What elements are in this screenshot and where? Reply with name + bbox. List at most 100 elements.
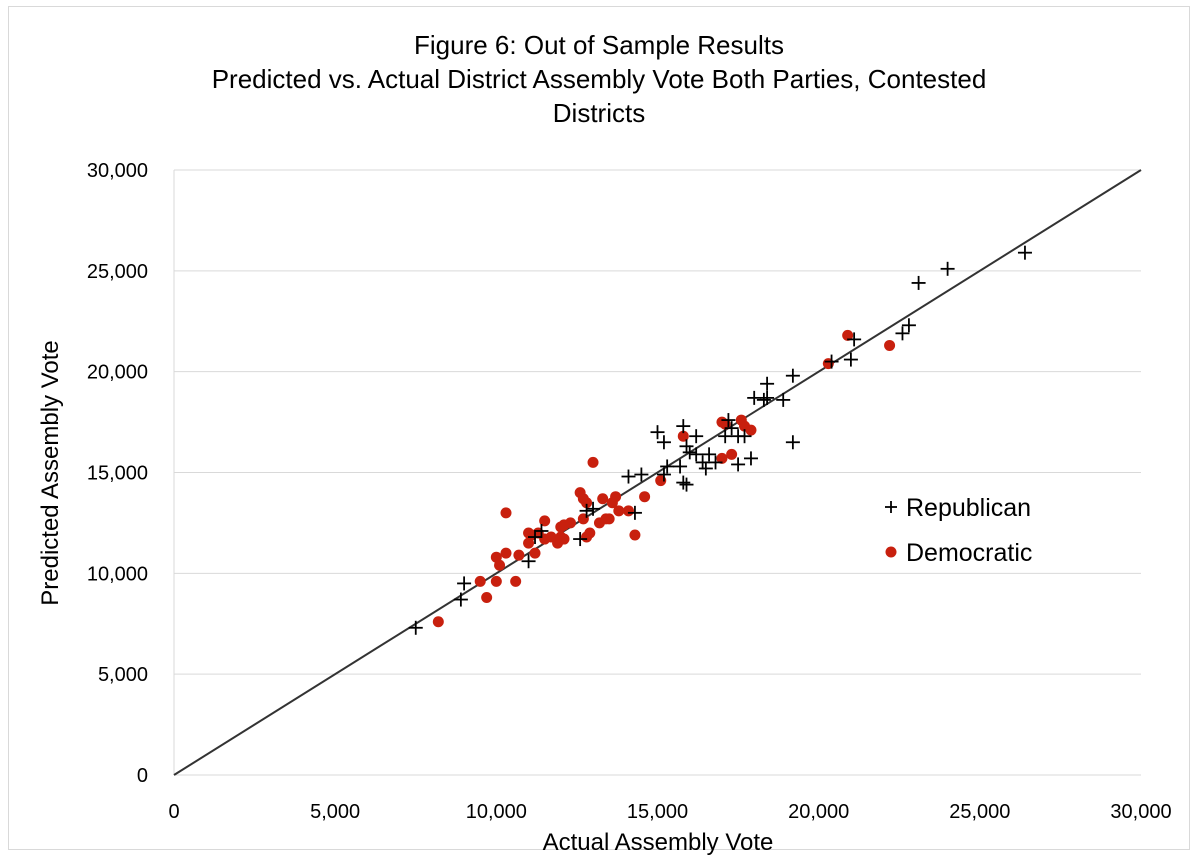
- y-tick-label: 5,000: [98, 664, 148, 686]
- legend-marker-dot-icon: [885, 546, 897, 558]
- legend-item-democratic: Democratic: [885, 539, 1032, 567]
- x-axis-title: Actual Assembly Vote: [543, 829, 774, 856]
- y-tick-label: 0: [137, 765, 148, 787]
- republican-point: [457, 576, 472, 591]
- x-tick-label: 10,000: [466, 801, 527, 823]
- republican-point: [776, 392, 791, 407]
- republican-point: [682, 445, 697, 460]
- republican-point: [534, 523, 549, 538]
- republican-point: [408, 620, 423, 635]
- republican-point: [760, 390, 775, 405]
- democratic-point: [629, 529, 641, 541]
- x-tick-label: 5,000: [310, 801, 360, 823]
- x-tick-label: 25,000: [949, 801, 1010, 823]
- democratic-point: [610, 491, 622, 503]
- democratic-point: [884, 339, 896, 351]
- y-tick-label: 10,000: [87, 563, 148, 585]
- republican-point: [760, 376, 775, 391]
- democratic-point: [613, 505, 625, 517]
- legend-item-republican: Republican: [885, 494, 1031, 522]
- republican-point: [586, 501, 601, 516]
- x-tick-label: 15,000: [627, 801, 688, 823]
- democratic-point: [432, 616, 444, 628]
- republican-point: [621, 469, 636, 484]
- democratic-point: [745, 424, 757, 436]
- y-tick-label: 15,000: [87, 463, 148, 485]
- republican-point: [689, 429, 704, 444]
- democratic-point: [513, 549, 525, 561]
- democratic-point: [500, 547, 512, 559]
- republican-point: [824, 354, 839, 369]
- chart-title: Figure 6: Out of Sample Results: [414, 30, 784, 60]
- republican-point: [634, 467, 649, 482]
- republican-point: [747, 390, 762, 405]
- republican-point: [679, 439, 694, 454]
- republican-point: [901, 318, 916, 333]
- democratic-point: [481, 592, 493, 604]
- democratic-point: [510, 575, 522, 587]
- democratic-point: [639, 491, 651, 503]
- republican-point: [895, 326, 910, 341]
- legend-plus-marker: [885, 501, 897, 513]
- republican-point: [521, 554, 536, 569]
- democratic-point: [716, 452, 728, 464]
- democratic-point: [726, 448, 738, 460]
- gridlines: [174, 169, 1141, 675]
- republican-point: [708, 455, 723, 470]
- x-tick-label: 20,000: [788, 801, 849, 823]
- reference-line: [173, 169, 1142, 776]
- republican-point: [656, 435, 671, 450]
- legend-label-republican: Republican: [906, 494, 1031, 522]
- democratic-point: [529, 547, 541, 559]
- republican-point: [911, 275, 926, 290]
- reference-line-y-equals-x: [173, 169, 1142, 776]
- democratic-point: [587, 456, 599, 468]
- x-tick-label: 30,000: [1110, 801, 1171, 823]
- democratic-point: [597, 493, 609, 505]
- republican-point: [676, 475, 691, 490]
- republican-point: [721, 413, 736, 428]
- legend-dot-marker: [885, 546, 897, 558]
- legend-label-democratic: Democratic: [906, 539, 1032, 567]
- republican-point: [785, 368, 800, 383]
- democratic-point: [581, 497, 593, 509]
- republican-point: [679, 477, 694, 492]
- republican-point: [847, 332, 862, 347]
- democratic-point: [474, 575, 486, 587]
- republican-point: [737, 429, 752, 444]
- chart-frame: [8, 6, 1190, 850]
- tick-labels: 0 5,000 10,000 15,000 20,000 25,000 30,000 0 5,0…: [87, 160, 1172, 823]
- republican-point: [579, 503, 594, 518]
- y-tick-label: 30,000: [87, 160, 148, 182]
- democratic-point: [490, 575, 502, 587]
- republican-point: [940, 261, 955, 276]
- democratic-point: [603, 513, 615, 525]
- republican-point: [695, 455, 710, 470]
- democratic-point: [584, 527, 596, 539]
- republican-point: [756, 392, 771, 407]
- democratic-point: [558, 533, 570, 545]
- republican-point: [650, 425, 665, 440]
- axes: [173, 170, 1141, 776]
- chart-subtitle-line-1: Predicted vs. Actual District Assembly V…: [211, 64, 987, 94]
- republican-point: [528, 530, 543, 545]
- democratic-point: [539, 515, 551, 527]
- republican-point: [702, 447, 717, 462]
- republican-point: [743, 451, 758, 466]
- democratic-point: [622, 505, 634, 517]
- data-points: [408, 245, 1032, 635]
- republican-point: [453, 592, 468, 607]
- republican-point: [656, 467, 671, 482]
- democratic-point: [677, 430, 689, 442]
- republican-point: [673, 459, 688, 474]
- republican-point: [1017, 245, 1032, 260]
- chart-subtitle-line-2: Districts: [552, 98, 646, 128]
- republican-point: [627, 505, 642, 520]
- y-axis-title: Predicted Assembly Vote: [37, 340, 64, 605]
- republican-point: [731, 457, 746, 472]
- legend: Republican Democratic: [885, 494, 1032, 567]
- republican-point: [785, 435, 800, 450]
- republican-point: [689, 447, 704, 462]
- x-tick-label: 0: [168, 801, 179, 823]
